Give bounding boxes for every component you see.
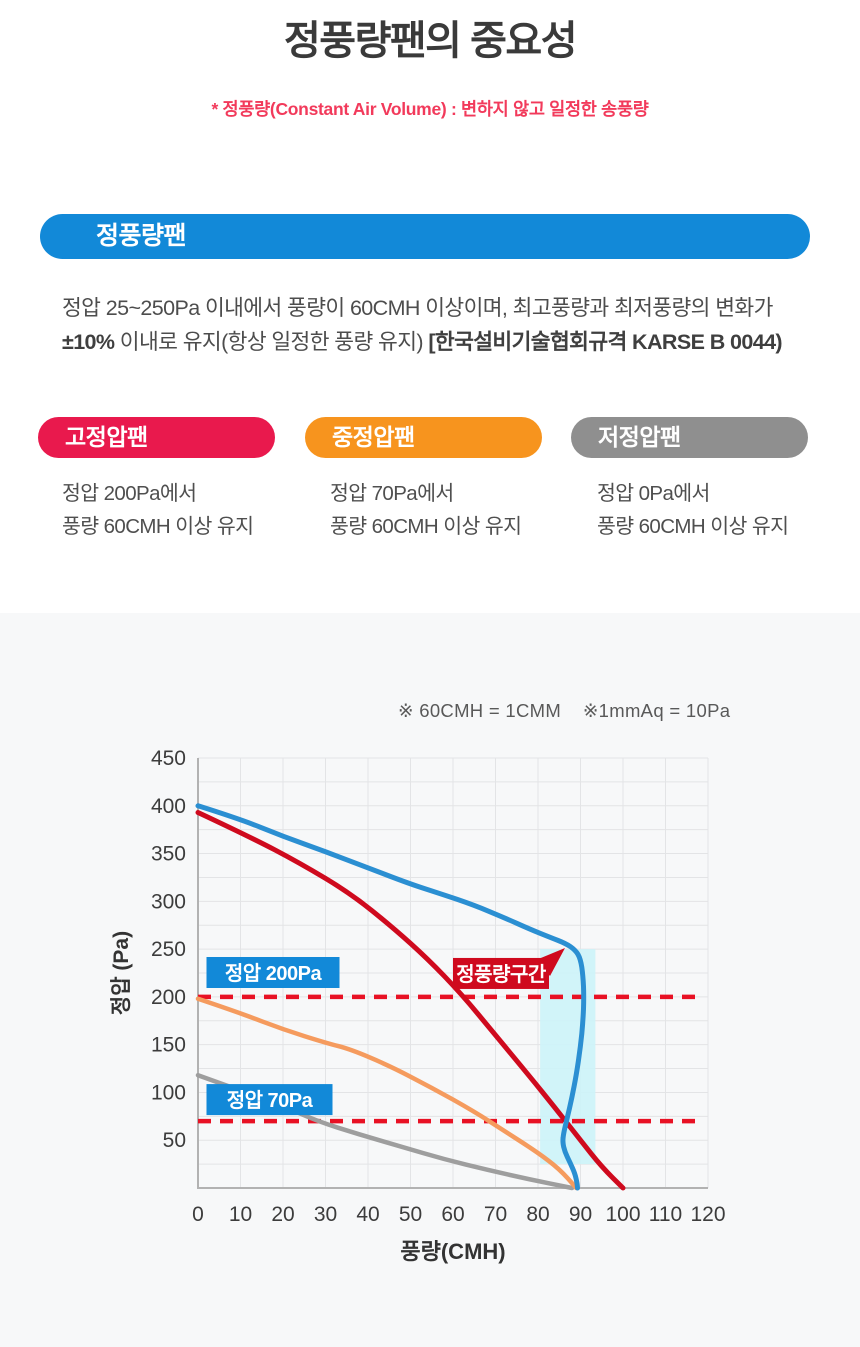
y-tick-label: 250 <box>151 938 186 961</box>
x-tick-label: 0 <box>192 1203 204 1226</box>
fan-type-pill-low-static-pressure: 저정압팬 <box>571 417 808 458</box>
x-tick-label: 110 <box>649 1203 682 1226</box>
x-tick-label: 90 <box>569 1203 592 1226</box>
fan-type-pill-high-static-pressure: 고정압팬 <box>38 417 275 458</box>
page-subtitle: * 정풍량(Constant Air Volume) : 변하지 않고 일정한 … <box>211 99 649 119</box>
x-tick-label: 120 <box>690 1203 725 1226</box>
x-tick-label: 60 <box>441 1203 464 1226</box>
fan-type-desc-line1: 정압 70Pa에서 <box>330 482 454 505</box>
x-axis-title: 풍량(CMH) <box>400 1239 505 1264</box>
fan-type-desc-line1: 정압 0Pa에서 <box>597 482 710 505</box>
fan-type-desc-low: 정압 0Pa에서 풍량 60CMH 이상 유지 <box>597 477 857 543</box>
fan-type-pill-label: 중정압팬 <box>332 424 415 450</box>
cav-fan-banner: 정풍량팬 <box>40 214 810 259</box>
fan-type-pill-mid-static-pressure: 중정압팬 <box>305 417 542 458</box>
cav-fan-banner-label: 정풍량팬 <box>96 222 187 250</box>
curve-중정압팬 <box>195 996 579 1191</box>
annotation-blue-box-1: 정압 70Pa <box>206 1084 333 1116</box>
fan-type-desc-line2: 풍량 60CMH 이상 유지 <box>62 515 254 538</box>
x-tick-label: 50 <box>399 1203 422 1226</box>
chart-section-background <box>0 613 860 1347</box>
y-tick-label: 350 <box>151 843 186 866</box>
svg-text:정풍량구간: 정풍량구간 <box>456 963 547 986</box>
svg-text:정압 200Pa: 정압 200Pa <box>225 962 323 985</box>
y-tick-label: 300 <box>151 890 186 913</box>
svg-text:정압 70Pa: 정압 70Pa <box>227 1089 314 1112</box>
y-tick-label: 150 <box>151 1034 186 1057</box>
cav-desc-line2-text: 이내로 유지(항상 일정한 풍량 유지) <box>114 330 429 354</box>
annotation-red-flag-2: 정풍량구간 <box>453 947 565 989</box>
y-tick-label: 200 <box>151 986 186 1009</box>
annotation-blue-box-0: 정압 200Pa <box>206 956 340 988</box>
x-tick-label: 100 <box>605 1203 640 1226</box>
fan-type-desc-mid: 정압 70Pa에서 풍량 60CMH 이상 유지 <box>330 477 590 543</box>
y-tick-label: 50 <box>163 1129 186 1152</box>
x-tick-label: 30 <box>314 1203 337 1226</box>
fan-type-desc-line1: 정압 200Pa에서 <box>62 482 197 505</box>
cav-fan-description: 정압 25~250Pa 이내에서 풍량이 60CMH 이상이며, 최고풍량과 최… <box>62 291 822 359</box>
y-axis-title: 정압 (Pa) <box>110 931 133 1015</box>
fan-type-desc-high: 정압 200Pa에서 풍량 60CMH 이상 유지 <box>62 477 322 543</box>
curve-정풍량팬 <box>195 803 587 1191</box>
fan-type-pill-label: 고정압팬 <box>65 424 148 450</box>
cav-desc-line1: 정압 25~250Pa 이내에서 풍량이 60CMH 이상이며, 최고풍량과 최… <box>62 296 773 320</box>
x-tick-label: 80 <box>526 1203 549 1226</box>
y-tick-label: 100 <box>151 1081 186 1104</box>
x-tick-label: 20 <box>271 1203 294 1226</box>
fan-type-desc-line2: 풍량 60CMH 이상 유지 <box>597 515 789 538</box>
cav-zone-band <box>540 949 596 1165</box>
cav-desc-line2-bold-prefix: ±10% <box>62 330 115 354</box>
page-title: 정풍량팬의 중요성 <box>283 19 578 63</box>
y-tick-label: 450 <box>151 747 186 770</box>
fan-type-desc-line2: 풍량 60CMH 이상 유지 <box>330 515 522 538</box>
x-tick-label: 70 <box>484 1203 507 1226</box>
x-tick-label: 10 <box>229 1203 252 1226</box>
chart-unit-note: ※ 60CMH = 1CMM ※1mmAq = 10Pa <box>398 700 731 721</box>
fan-type-pill-label: 저정압팬 <box>598 424 681 450</box>
y-tick-label: 400 <box>151 795 186 818</box>
cav-desc-line2-bold-suffix: [한국설비기술협회규격 KARSE B 0044) <box>428 330 782 354</box>
x-tick-label: 40 <box>356 1203 379 1226</box>
curve-고정압팬 <box>195 810 626 1191</box>
